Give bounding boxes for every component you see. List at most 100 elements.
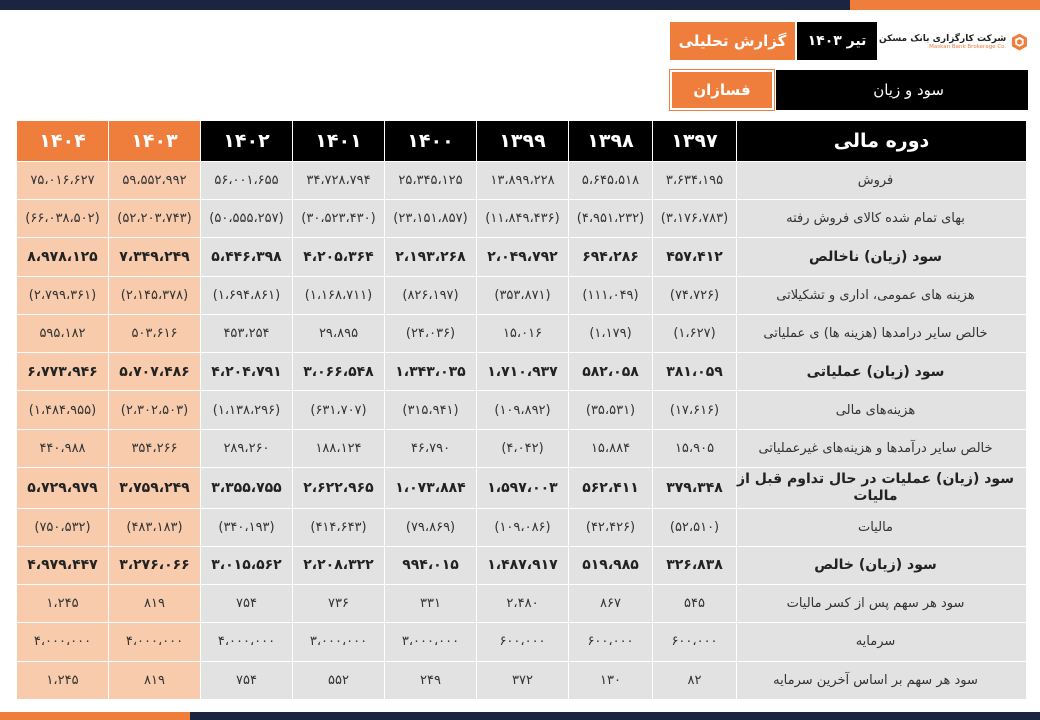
report-date-label: تیر ۱۴۰۳ xyxy=(797,22,877,60)
row-label: مالیات xyxy=(736,507,1027,547)
table-row: سود (زیان) عملیات در حال تداوم قبل از ما… xyxy=(16,466,1027,509)
table-cell: ۷۵،۰۱۶،۶۲۷ xyxy=(16,160,109,201)
table-cell: (۲۴،۰۳۶) xyxy=(384,313,477,354)
period-header: دوره مالی xyxy=(736,120,1027,162)
report-type-label: گزارش تحلیلی xyxy=(670,22,795,60)
table-cell: ۳،۰۶۶،۵۴۸ xyxy=(292,352,385,392)
table-cell: ۷،۳۴۹،۲۴۹ xyxy=(108,237,201,277)
row-label: فروش xyxy=(736,160,1027,201)
income-statement-table: دوره مالی ۱۳۹۷ ۱۳۹۸ ۱۳۹۹ ۱۴۰۰ ۱۴۰۱ ۱۴۰۲ … xyxy=(16,120,1027,701)
table-cell: ۴،۰۰۰،۰۰۰ xyxy=(108,622,201,662)
row-label: سود (زیان) خالص xyxy=(736,545,1027,586)
table-cell: (۳۴۰،۱۹۳) xyxy=(200,507,293,547)
table-cell: ۳۷۲ xyxy=(476,660,569,701)
row-label: سود هر سهم پس از کسر مالیات xyxy=(736,584,1027,624)
forecast-year-header: ۱۴۰۳ xyxy=(108,120,201,162)
table-cell: ۱،۲۴۵ xyxy=(16,584,109,624)
table-cell: ۷۳۶ xyxy=(292,584,385,624)
table-cell: ۱،۴۸۷،۹۱۷ xyxy=(476,545,569,586)
table-cell: ۲،۶۲۲،۹۶۵ xyxy=(292,466,385,509)
table-cell: ۳،۲۷۶،۰۶۶ xyxy=(108,545,201,586)
table-cell: ۸۱۹ xyxy=(108,584,201,624)
table-cell: ۱،۰۷۳،۸۸۴ xyxy=(384,466,477,509)
row-label: بهای تمام شده کالای فروش رفته xyxy=(736,199,1027,239)
row-label: هزینه‌های مالی xyxy=(736,390,1027,430)
bottom-bar-navy xyxy=(190,712,1040,720)
table-cell: ۴۵۳،۲۵۴ xyxy=(200,313,293,354)
table-cell: ۴،۲۰۵،۳۶۴ xyxy=(292,237,385,277)
table-cell: ۵۹۵،۱۸۲ xyxy=(16,313,109,354)
table-row: فروش ۳،۶۳۴،۱۹۵ ۵،۶۴۵،۵۱۸ ۱۳،۸۹۹،۲۲۸ ۲۵،۳… xyxy=(16,160,1027,201)
table-cell: ۳۸۱،۰۵۹ xyxy=(652,352,737,392)
table-cell: ۱۵،۹۰۵ xyxy=(652,428,737,468)
table-cell: ۱۳۰ xyxy=(568,660,653,701)
table-cell: ۳،۰۱۵،۵۶۲ xyxy=(200,545,293,586)
table-cell: ۲،۰۴۹،۷۹۲ xyxy=(476,237,569,277)
table-cell: (۲،۳۰۲،۵۰۳) xyxy=(108,390,201,430)
table-cell: (۱،۱۶۸،۷۱۱) xyxy=(292,275,385,315)
table-cell: ۳۴،۷۲۸،۷۹۴ xyxy=(292,160,385,201)
table-cell: ۳،۶۳۴،۱۹۵ xyxy=(652,160,737,201)
logo-cube-icon xyxy=(1012,33,1028,51)
table-cell: ۵۵۲ xyxy=(292,660,385,701)
table-cell: (۱،۱۷۹) xyxy=(568,313,653,354)
table-cell: ۴،۲۰۴،۷۹۱ xyxy=(200,352,293,392)
table-cell: ۲۴۹ xyxy=(384,660,477,701)
company-logo: شرکت کارگزاری بانک مسکن Maskan Bank Brok… xyxy=(879,20,1029,64)
row-label: سود (زیان) ناخالص xyxy=(736,237,1027,277)
row-label: هزینه های عمومی، اداری و تشکیلاتی xyxy=(736,275,1027,315)
table-cell: ۶،۷۷۳،۹۴۶ xyxy=(16,352,109,392)
table-cell: ۹۹۴،۰۱۵ xyxy=(384,545,477,586)
table-cell: ۵۰۳،۶۱۶ xyxy=(108,313,201,354)
section-title: سود و زیان xyxy=(776,70,1028,110)
table-cell: ۴،۹۷۹،۴۴۷ xyxy=(16,545,109,586)
table-cell: ۳۳۱ xyxy=(384,584,477,624)
table-cell: ۵،۷۰۷،۴۸۶ xyxy=(108,352,201,392)
table-cell: (۷۴،۷۲۶) xyxy=(652,275,737,315)
table-cell: ۴،۰۰۰،۰۰۰ xyxy=(200,622,293,662)
table-cell: (۶۶،۰۳۸،۵۰۲) xyxy=(16,199,109,239)
table-cell: (۱،۱۳۸،۲۹۶) xyxy=(200,390,293,430)
table-row: سود (زیان) خالص ۳۲۶،۸۳۸ ۵۱۹،۹۸۵ ۱،۴۸۷،۹۱… xyxy=(16,545,1027,586)
top-bar-navy xyxy=(0,0,850,10)
table-cell: ۸۶۷ xyxy=(568,584,653,624)
table-cell: ۴۴۰،۹۸۸ xyxy=(16,428,109,468)
table-cell: (۱،۶۲۷) xyxy=(652,313,737,354)
table-cell: (۴،۰۴۲) xyxy=(476,428,569,468)
table-row: بهای تمام شده کالای فروش رفته (۳،۱۷۶،۷۸۳… xyxy=(16,199,1027,239)
bottom-bar-orange xyxy=(0,712,190,720)
table-cell: ۴۶،۷۹۰ xyxy=(384,428,477,468)
table-cell: ۷۵۴ xyxy=(200,584,293,624)
table-cell: ۵،۴۴۶،۳۹۸ xyxy=(200,237,293,277)
table-cell: (۷۵۰،۵۳۲) xyxy=(16,507,109,547)
table-cell: ۵۱۹،۹۸۵ xyxy=(568,545,653,586)
table-cell: (۴۸۳،۱۸۳) xyxy=(108,507,201,547)
table-cell: ۵،۷۲۹،۹۷۹ xyxy=(16,466,109,509)
table-cell: (۷۹،۸۶۹) xyxy=(384,507,477,547)
table-cell: (۴۱۴،۶۴۳) xyxy=(292,507,385,547)
table-cell: ۸،۹۷۸،۱۲۵ xyxy=(16,237,109,277)
table-cell: ۶۰۰،۰۰۰ xyxy=(476,622,569,662)
year-header: ۱۳۹۹ xyxy=(476,120,569,162)
table-cell: ۱۸۸،۱۲۴ xyxy=(292,428,385,468)
table-cell: ۱،۲۴۵ xyxy=(16,660,109,701)
year-header: ۱۴۰۱ xyxy=(292,120,385,162)
table-cell: (۵۲،۲۰۳،۷۴۳) xyxy=(108,199,201,239)
table-cell: ۵،۶۴۵،۵۱۸ xyxy=(568,160,653,201)
company-name-en: Maskan Bank Brokerage Co. xyxy=(929,44,1007,50)
table-cell: ۱،۷۱۰،۹۳۷ xyxy=(476,352,569,392)
table-cell: (۲۳،۱۵۱،۸۵۷) xyxy=(384,199,477,239)
row-label: خالص سایر درامدها (هزینه ها) ی عملیاتی xyxy=(736,313,1027,354)
year-header: ۱۴۰۰ xyxy=(384,120,477,162)
row-label: سرمایه xyxy=(736,622,1027,662)
table-cell: ۳۲۶،۸۳۸ xyxy=(652,545,737,586)
table-cell: (۶۳۱،۷۰۷) xyxy=(292,390,385,430)
table-cell: ۲۵،۳۴۵،۱۲۵ xyxy=(384,160,477,201)
table-cell: ۲،۴۸۰ xyxy=(476,584,569,624)
table-cell: ۱۵،۸۸۴ xyxy=(568,428,653,468)
table-cell: ۵۴۵ xyxy=(652,584,737,624)
table-cell: ۳،۰۰۰،۰۰۰ xyxy=(292,622,385,662)
table-cell: ۵۸۲،۰۵۸ xyxy=(568,352,653,392)
row-label: خالص سایر درآمدها و هزینه‌های غیرعملیاتی xyxy=(736,428,1027,468)
table-cell: (۵۰،۵۵۵،۲۵۷) xyxy=(200,199,293,239)
